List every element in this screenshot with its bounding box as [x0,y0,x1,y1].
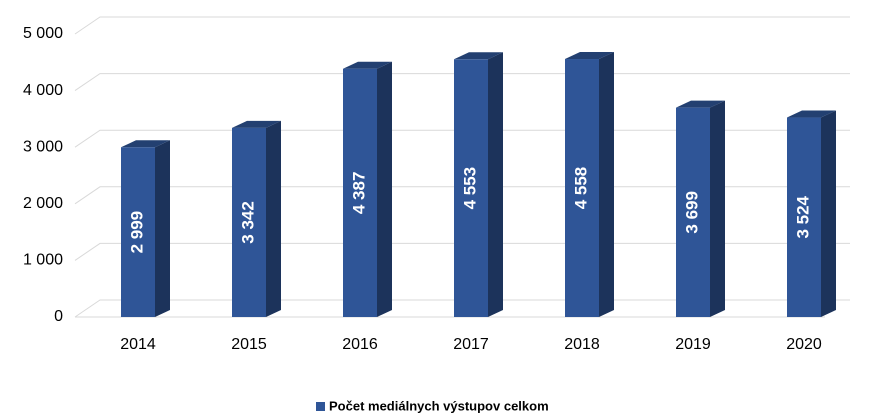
bar [565,52,614,317]
bar-front [565,59,599,317]
bar-side [377,61,392,317]
bar [343,61,392,317]
y-tick-label: 1 000 [23,252,63,269]
bar-front [343,68,377,317]
x-tick-label: 2015 [231,336,267,353]
value-label: 4 387 [349,172,368,215]
bar [676,100,725,317]
bar [787,110,836,318]
bars [121,52,836,318]
y-tick-label: 3 000 [23,138,63,155]
x-tick-label: 2018 [564,336,600,353]
value-label: 4 558 [571,167,590,210]
labels: 2014 2015 2016 2017 2018 2019 2020 2 999 3 342 4 … [120,167,822,414]
legend-swatch [316,402,325,411]
bar-top [454,52,503,60]
bar-front [121,147,155,317]
bar-side [488,52,503,317]
legend-label: Počet mediálnych výstupov celkom [329,398,549,413]
value-label: 2 999 [127,211,146,254]
bar-top [676,100,725,108]
y-tick-label: 2 000 [23,195,63,212]
bar-top [232,120,281,128]
bar-top [121,140,170,148]
grid: 0 1 000 2 000 3 000 4 000 5 000 [23,16,850,325]
bar-top [343,61,392,69]
bar [232,120,281,317]
bar [454,52,503,317]
bar-front [676,107,710,317]
x-tick-label: 2017 [453,336,489,353]
x-tick-label: 2016 [342,336,378,353]
grid-line [74,16,850,35]
value-label: 3 342 [238,201,257,244]
bar-top [787,110,836,118]
x-tick-label: 2019 [675,336,711,353]
bar-front [232,127,266,317]
bar-side [266,120,281,317]
bar-front [454,59,488,317]
y-tick-label: 5 000 [23,25,63,42]
y-tick-label: 0 [54,308,63,325]
value-label: 3 524 [793,195,812,238]
bar-front [787,117,821,318]
bar [121,140,170,317]
x-tick-label: 2020 [786,336,822,353]
bar-top [565,52,614,60]
bar-side [821,110,836,318]
x-tick-label: 2014 [120,336,156,353]
bar-side [710,100,725,317]
bar-side [155,140,170,317]
value-label: 3 699 [682,191,701,234]
value-label: 4 553 [460,167,479,210]
y-tick-label: 4 000 [23,82,63,99]
bar-side [599,52,614,317]
